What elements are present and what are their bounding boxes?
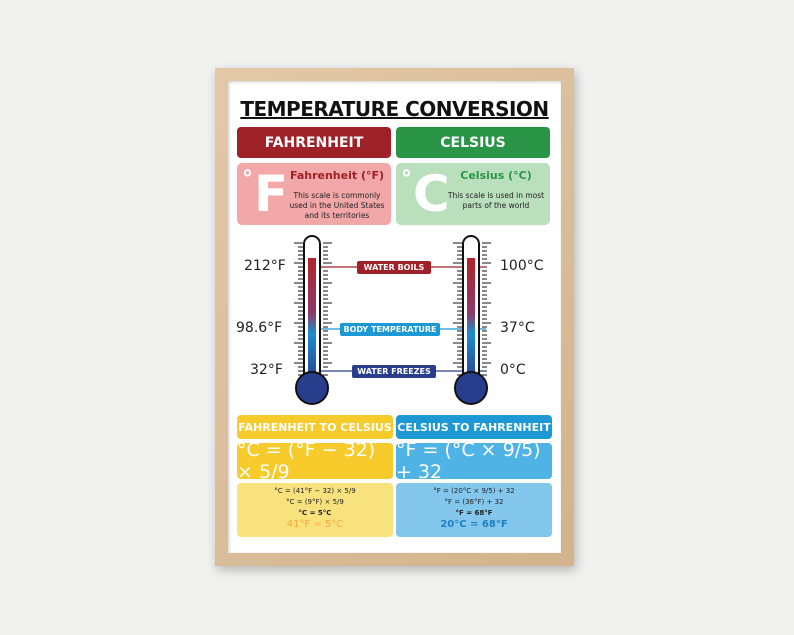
c-to-f-example: °F = (20°C × 9/5) + 32 °F = (36°F) + 32 … bbox=[396, 483, 552, 537]
celsius-name: Celsius (°C) bbox=[460, 169, 532, 182]
fahrenheit-symbol: F bbox=[254, 165, 289, 223]
label-212f: 212°F bbox=[244, 258, 286, 274]
degree-symbol: ° bbox=[401, 167, 412, 192]
example-step: °F = (20°C × 9/5) + 32 bbox=[433, 487, 515, 495]
label-100c: 100°C bbox=[500, 258, 544, 274]
celsius-description: This scale is used in most parts of the … bbox=[447, 191, 545, 210]
body-temperature-banner: BODY TEMPERATURE bbox=[340, 323, 440, 336]
f-to-c-example: °C = (41°F − 32) × 5/9 °C = (9°F) × 5/9 … bbox=[237, 483, 393, 537]
f-to-c-formula: °C = (°F − 32) × 5/9 bbox=[237, 439, 393, 483]
water-freezes-banner: WATER FREEZES bbox=[352, 365, 436, 378]
fahrenheit-header: FAHRENHEIT bbox=[237, 127, 391, 158]
c-to-f-header: CELSIUS TO FAHRENHEIT bbox=[396, 415, 552, 439]
label-32f: 32°F bbox=[250, 362, 283, 378]
example-step: °C = 5°C bbox=[298, 509, 332, 517]
fahrenheit-thermometer bbox=[295, 235, 329, 405]
picture-frame: TEMPERATURE CONVERSION FAHRENHEIT CELSIU… bbox=[215, 68, 574, 566]
example-step: °C = (9°F) × 5/9 bbox=[286, 498, 344, 506]
example-result: 41°F = 5°C bbox=[286, 519, 344, 530]
c-to-f-formula: °F = (°C × 9/5) + 32 bbox=[396, 439, 552, 483]
f-to-c-header: FAHRENHEIT TO CELSIUS bbox=[237, 415, 393, 439]
celsius-header: CELSIUS bbox=[396, 127, 550, 158]
celsius-thermometer bbox=[454, 235, 488, 405]
example-step: °F = (36°F) + 32 bbox=[444, 498, 504, 506]
label-0c: 0°C bbox=[500, 362, 526, 378]
label-37c: 37°C bbox=[500, 320, 535, 336]
label-98-6f: 98.6°F bbox=[236, 320, 283, 336]
example-step: °F = 68°F bbox=[455, 509, 493, 517]
water-boils-banner: WATER BOILS bbox=[357, 261, 431, 274]
poster: TEMPERATURE CONVERSION FAHRENHEIT CELSIU… bbox=[228, 81, 561, 553]
celsius-symbol: C bbox=[413, 165, 450, 223]
poster-title: TEMPERATURE CONVERSION bbox=[240, 97, 549, 121]
thermometer-diagram bbox=[294, 235, 491, 405]
fahrenheit-info-box: ° F Fahrenheit (°F) This scale is common… bbox=[237, 163, 391, 225]
fahrenheit-description: This scale is commonly used in the Unite… bbox=[289, 191, 385, 220]
example-result: 20°C = 68°F bbox=[440, 519, 508, 530]
celsius-info-box: ° C Celsius (°C) This scale is used in m… bbox=[396, 163, 550, 225]
degree-symbol: ° bbox=[242, 167, 253, 192]
fahrenheit-name: Fahrenheit (°F) bbox=[289, 169, 385, 182]
example-step: °C = (41°F − 32) × 5/9 bbox=[274, 487, 356, 495]
